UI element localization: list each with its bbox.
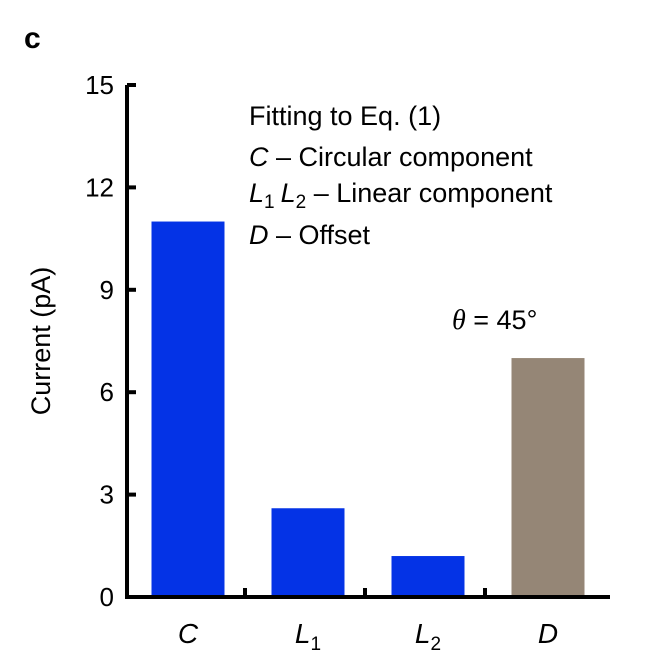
fit-title: Fitting to Eq. (1) — [249, 101, 441, 131]
y-ticks — [127, 83, 136, 599]
theta-annotation: θ = 45° — [452, 305, 537, 336]
x-category-labels: C L1 L2 D — [178, 618, 558, 655]
x-tick-label-main: L — [415, 618, 431, 649]
x-ticks — [243, 588, 487, 597]
panel-label: c — [24, 22, 41, 55]
x-tick-label: L1 — [295, 618, 321, 655]
bar — [271, 508, 345, 597]
legend-annotation: Fitting to Eq. (1) C – Circular componen… — [249, 101, 553, 336]
y-axis-label: Current (pA) — [26, 267, 56, 416]
x-tick-label-sub: 2 — [431, 634, 442, 655]
y-tick-label: 12 — [85, 172, 114, 202]
circular-symbol: C — [249, 142, 269, 172]
y-tick-label: 15 — [85, 70, 114, 100]
theta-symbol: θ — [452, 305, 466, 336]
linear-sub2: 2 — [296, 192, 307, 213]
y-tick-labels: 0 3 6 9 12 15 — [85, 70, 114, 612]
linear-text: – Linear component — [306, 178, 553, 208]
x-tick-label-main: C — [178, 618, 199, 649]
x-tick-label: L2 — [415, 618, 441, 655]
linear-note: L1 L2 – Linear component — [249, 178, 553, 213]
bar — [511, 358, 585, 597]
bar — [391, 556, 465, 597]
x-tick-label: D — [538, 618, 558, 649]
circular-note: C – Circular component — [249, 142, 533, 172]
offset-symbol: D — [249, 220, 269, 250]
offset-note: D – Offset — [249, 220, 371, 250]
x-tick-label: C — [178, 618, 199, 649]
y-tick-label: 3 — [100, 480, 114, 510]
offset-text: – Offset — [269, 220, 371, 250]
linear-sub1: 1 — [264, 192, 275, 213]
x-tick-label-main: L — [295, 618, 311, 649]
linear-sym2: L — [281, 178, 296, 208]
y-tick-label: 6 — [100, 377, 114, 407]
y-tick-label: 0 — [100, 582, 114, 612]
bar — [151, 221, 225, 598]
x-tick-label-main: D — [538, 618, 558, 649]
linear-sym1: L — [249, 178, 264, 208]
x-tick-label-sub: 1 — [311, 634, 322, 655]
circular-text: – Circular component — [269, 142, 534, 172]
bars — [151, 221, 585, 598]
theta-value: = 45° — [466, 305, 538, 335]
y-tick-label: 9 — [100, 275, 114, 305]
